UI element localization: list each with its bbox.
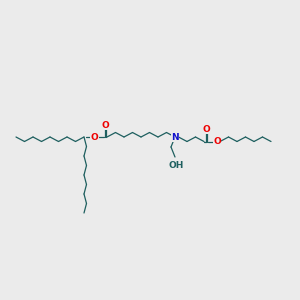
Text: O: O: [101, 121, 109, 130]
Text: O: O: [91, 133, 98, 142]
Text: N: N: [171, 133, 179, 142]
Text: O: O: [213, 137, 221, 146]
Text: OH: OH: [168, 161, 184, 170]
Text: O: O: [202, 125, 210, 134]
